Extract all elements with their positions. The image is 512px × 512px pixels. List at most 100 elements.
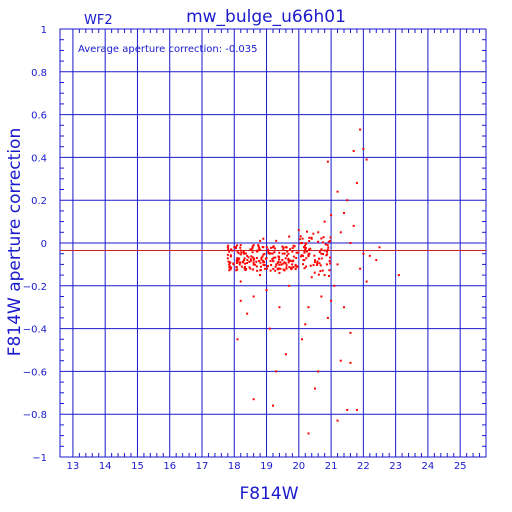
data-point [235,261,238,264]
data-point [301,242,304,244]
y-tick-label: 0.4 [31,153,47,164]
data-point [305,250,308,253]
data-point [259,274,262,277]
data-point [285,246,288,249]
data-point [262,259,265,262]
data-point [242,260,245,263]
data-point [318,262,321,265]
data-point [275,263,278,266]
data-point [326,248,329,251]
plot-frame [59,28,487,458]
data-point [322,236,325,239]
data-point [259,248,262,251]
data-point [317,257,320,260]
data-point [278,251,281,254]
data-point [243,257,246,260]
data-point [326,244,329,247]
data-point [292,244,295,247]
y-tick-label: 0 [41,239,47,250]
data-point [272,404,274,407]
data-point [308,248,311,251]
data-point [305,265,308,268]
data-point [286,250,289,253]
data-point [277,261,280,264]
data-point [270,264,273,267]
data-point [233,246,236,249]
data-point [320,237,323,240]
data-point [313,259,316,262]
data-point [287,257,290,260]
data-point [302,263,305,266]
data-point [271,252,274,255]
data-point [275,239,278,242]
data-point [236,338,239,341]
data-point [333,284,336,287]
data-point [278,271,281,274]
data-point [229,268,232,271]
data-point [319,264,322,267]
data-point [323,274,326,277]
data-point [242,251,245,254]
data-point [249,259,252,262]
x-tick-label: 24 [422,461,435,472]
data-point [359,267,362,270]
data-point [255,265,258,268]
data-point [362,147,365,150]
data-point [251,245,254,248]
data-point [252,261,255,264]
data-point [288,266,291,269]
y-tick-label: 1 [41,25,47,36]
data-point [230,248,233,251]
data-point [292,255,295,258]
data-point [263,267,266,270]
data-point [313,271,316,274]
data-point [255,260,258,263]
data-point [259,261,262,264]
data-point [246,259,249,262]
data-point [252,263,255,266]
data-point [269,252,272,255]
data-point [285,266,288,269]
data-point [305,242,308,245]
data-point [227,244,230,247]
x-tick-label: 14 [99,461,112,472]
data-point [267,250,270,253]
data-point [292,259,295,262]
data-point [304,246,307,249]
x-tick-label: 17 [196,461,209,472]
data-point [265,289,268,292]
data-point [284,262,287,265]
data-point [296,265,299,268]
data-point [259,239,262,242]
data-point [326,160,329,163]
data-point [269,259,272,262]
data-point [285,254,288,257]
data-point [284,257,287,260]
data-point [260,258,263,261]
data-point [308,240,311,243]
data-point [287,252,290,255]
data-point [336,190,339,193]
data-point [239,244,242,247]
y-tick-labels: 1 0.8 0.6 0.4 0.2 0 −0.2 −0.4 −0.6 −0.8 −1 [23,25,47,464]
data-point [320,248,323,251]
data-point [242,259,245,262]
data-point [249,248,252,251]
data-point [281,252,284,255]
x-tick-label: 22 [357,461,370,472]
data-point [321,241,324,244]
data-point [228,269,231,272]
data-point [239,246,242,249]
data-point [328,260,331,263]
data-point [274,256,277,259]
data-point [305,230,308,233]
data-point [307,432,310,435]
data-point [362,252,365,255]
data-point [378,246,381,249]
x-tick-label: 23 [389,461,402,472]
data-point [346,199,349,202]
y-tick-label: −1 [32,453,47,464]
data-point [226,253,229,256]
data-point [234,247,237,250]
